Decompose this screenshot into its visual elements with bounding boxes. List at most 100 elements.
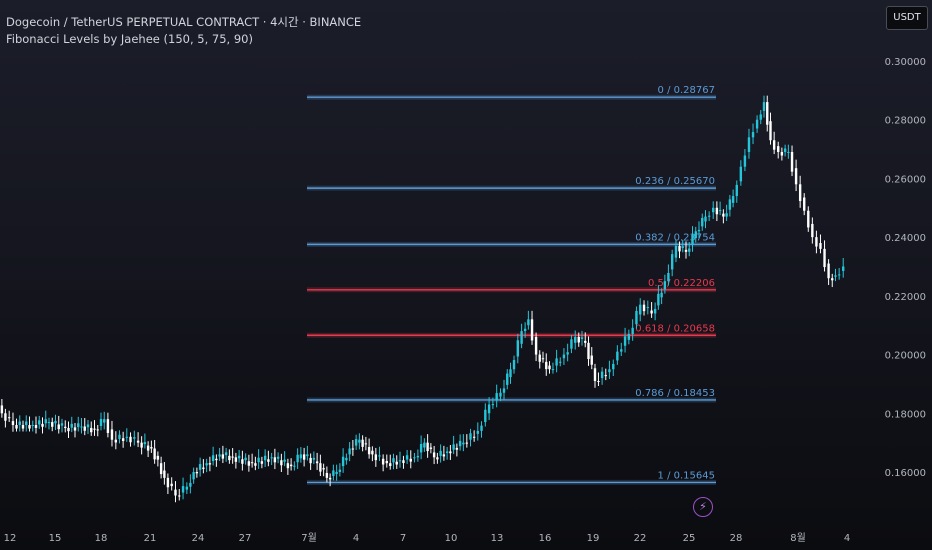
candle-body[interactable] [735,184,738,197]
candle-body[interactable] [215,458,218,461]
candle-body[interactable] [402,460,405,464]
candle-body[interactable] [458,440,462,447]
candle-body[interactable] [620,349,623,352]
candle-body[interactable] [96,429,99,431]
candle-body[interactable] [842,266,845,271]
candle-body[interactable] [480,425,483,431]
candle-body[interactable] [432,452,436,458]
candle-body[interactable] [34,425,38,428]
candle-body[interactable] [759,114,762,120]
candle-body[interactable] [338,469,342,472]
candle-body[interactable] [395,461,398,465]
candle-body[interactable] [688,248,691,252]
candle-body[interactable] [231,456,234,458]
candle-body[interactable] [678,245,681,252]
candle-body[interactable] [604,375,607,377]
candle-body[interactable] [67,427,70,432]
candle-body[interactable] [642,304,646,312]
candle-body[interactable] [580,337,584,339]
candle-body[interactable] [747,137,751,153]
candle-body[interactable] [587,342,590,360]
candle-body[interactable] [118,434,121,439]
candle-body[interactable] [520,331,523,344]
candle-body[interactable] [195,472,199,474]
candle-body[interactable] [499,392,502,397]
candle-body[interactable] [608,369,611,373]
candle-body[interactable] [684,249,688,252]
candle-body[interactable] [660,292,663,298]
candle-body[interactable] [462,442,465,445]
candle-body[interactable] [28,425,31,429]
candle-body[interactable] [416,455,420,458]
candle-body[interactable] [794,168,798,185]
candle-body[interactable] [289,464,293,467]
candle-body[interactable] [143,442,147,445]
candle-body[interactable] [389,463,392,466]
candle-body[interactable] [385,460,388,464]
candle-body[interactable] [202,467,205,469]
candle-body[interactable] [509,369,512,378]
candle-body[interactable] [110,429,114,440]
candle-body[interactable] [663,281,667,290]
candle-body[interactable] [487,404,491,414]
candle-body[interactable] [4,413,7,421]
candle-body[interactable] [257,457,260,463]
candle-body[interactable] [584,340,587,343]
candle-body[interactable] [670,254,674,270]
candle-body[interactable] [635,310,638,325]
candle-body[interactable] [133,437,136,439]
candle-body[interactable] [51,422,54,427]
candle-body[interactable] [70,423,73,428]
candle-body[interactable] [332,470,335,476]
candle-body[interactable] [574,336,577,343]
candle-body[interactable] [701,217,704,227]
candle-body[interactable] [90,427,93,433]
candle-body[interactable] [247,461,251,466]
candle-body[interactable] [361,439,364,447]
candle-body[interactable] [218,454,221,457]
candle-body[interactable] [597,380,600,382]
candle-body[interactable] [823,248,826,268]
candle-body[interactable] [7,417,11,419]
candle-body[interactable] [254,463,257,466]
candle-body[interactable] [541,358,545,360]
candle-body[interactable] [674,245,678,258]
candle-body[interactable] [315,461,319,464]
candle-body[interactable] [156,455,160,460]
candle-body[interactable] [439,450,442,456]
candle-body[interactable] [276,456,280,459]
currency-badge[interactable]: USDT [886,6,928,30]
candle-body[interactable] [728,199,732,210]
candle-body[interactable] [54,420,57,424]
candle-body[interactable] [484,409,487,423]
candle-body[interactable] [57,424,60,430]
candle-body[interactable] [766,102,769,125]
candle-body[interactable] [374,454,378,461]
candle-body[interactable] [731,196,735,203]
candle-body[interactable] [60,423,64,426]
candle-body[interactable] [681,246,684,248]
candle-body[interactable] [309,457,312,464]
candle-body[interactable] [306,454,309,457]
candle-body[interactable] [345,457,348,461]
candle-body[interactable] [234,457,238,462]
candle-body[interactable] [192,472,195,480]
candle-body[interactable] [398,460,402,462]
candle-body[interactable] [0,405,4,414]
candle-body[interactable] [455,447,459,450]
candle-body[interactable] [426,442,429,452]
candle-body[interactable] [803,197,806,211]
candle-body[interactable] [358,439,361,443]
candle-body[interactable] [205,463,208,466]
candle-body[interactable] [371,450,374,455]
candle-body[interactable] [77,423,80,428]
candle-body[interactable] [697,229,701,232]
candle-body[interactable] [31,425,34,427]
candle-body[interactable] [319,463,322,472]
candle-body[interactable] [811,223,814,238]
candle-body[interactable] [322,468,325,470]
candle-body[interactable] [44,419,47,424]
candle-body[interactable] [348,448,351,455]
candle-body[interactable] [650,310,653,314]
candle-body[interactable] [181,486,185,493]
